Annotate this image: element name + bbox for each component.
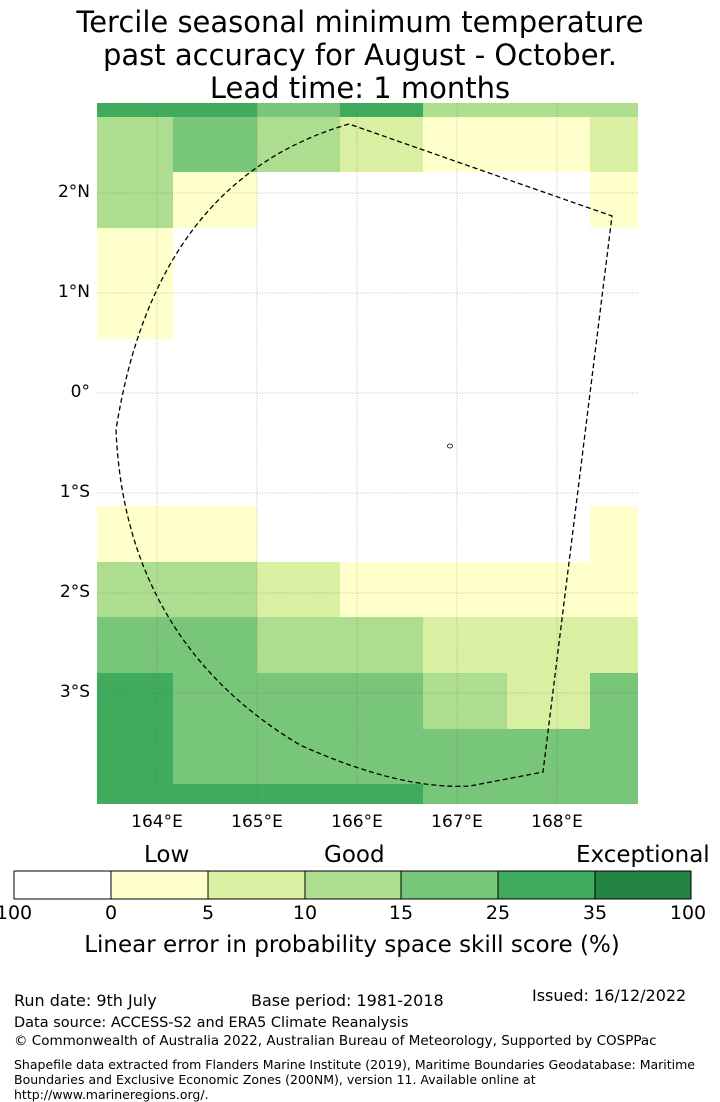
shapefile-credit-1: Shapefile data extracted from Flanders M…	[14, 1057, 695, 1072]
grid-cell	[173, 117, 257, 172]
colorbar-tick: 100	[669, 902, 707, 924]
skill-grid	[97, 103, 638, 804]
title-line-2: past accuracy for August - October.	[102, 38, 618, 72]
colorbar-segment	[305, 871, 401, 899]
gridlines	[97, 103, 638, 804]
lon-label: 166°E	[331, 812, 383, 832]
lat-label: 2°N	[57, 182, 90, 202]
colorbar-tick: 100	[0, 902, 33, 924]
colorbar-segment	[401, 871, 498, 899]
issued-date: Issued: 16/12/2022	[532, 986, 687, 1005]
run-date: Run date: 9th July	[14, 991, 157, 1010]
colorbar	[13, 870, 692, 900]
grid-cell	[590, 117, 638, 172]
colorbar-frame	[13, 870, 692, 900]
grid-cell	[97, 506, 257, 562]
colorbar-title: Linear error in probability space skill …	[84, 932, 620, 958]
colorbar-segment	[498, 871, 595, 899]
grid-cell	[97, 617, 257, 673]
colorbar-segment	[14, 871, 111, 899]
lon-label: 164°E	[131, 812, 183, 832]
colorbar-segment	[111, 871, 208, 899]
data-source: Data source: ACCESS-S2 and ERA5 Climate …	[14, 1015, 409, 1031]
colorbar-segment	[208, 871, 305, 899]
lat-label: 2°S	[59, 582, 90, 602]
grid-cell	[97, 103, 257, 117]
colorbar-tick: 35	[582, 902, 608, 924]
grid-cell	[423, 784, 638, 804]
copyright: © Commonwealth of Australia 2022, Austra…	[14, 1033, 657, 1049]
grid-cell	[340, 103, 423, 117]
grid-cell	[423, 617, 638, 673]
colorbar-tick: 10	[292, 902, 318, 924]
colorbar-category-low: Low	[144, 842, 190, 868]
colorbar-tick: 0	[104, 902, 118, 924]
grid-cell	[173, 172, 257, 228]
lat-label: 1°S	[59, 482, 90, 502]
grid-cell	[97, 117, 173, 172]
grid-cell	[173, 673, 423, 729]
lat-label: 3°S	[59, 682, 90, 702]
lat-label: 0°	[70, 382, 90, 402]
grid-cell	[590, 172, 638, 228]
grid-cell	[97, 172, 173, 228]
grid-cell	[97, 228, 173, 339]
grid-cell	[590, 673, 638, 729]
grid-cell	[97, 784, 173, 804]
title-line-3: Lead time: 1 months	[209, 71, 511, 105]
grid-cell	[423, 117, 590, 172]
lat-label: 1°N	[57, 282, 90, 302]
colorbar-segment	[595, 871, 691, 899]
base-period: Base period: 1981-2018	[251, 991, 444, 1010]
colorbar-tick: 5	[201, 902, 215, 924]
lon-label: 167°E	[431, 812, 483, 832]
grid-cell	[97, 673, 173, 729]
lon-label: 168°E	[531, 812, 583, 832]
grid-cell	[257, 117, 340, 172]
lon-label: 165°E	[231, 812, 283, 832]
title-line-1: Tercile seasonal minimum temperature	[76, 5, 644, 39]
grid-cell	[173, 784, 423, 804]
grid-cell	[590, 506, 638, 562]
grid-cell	[340, 562, 638, 617]
grid-cell	[173, 729, 638, 784]
grid-cell	[257, 562, 340, 617]
grid-cell	[423, 103, 638, 117]
colorbar-tick: 25	[485, 902, 511, 924]
eez-boundary	[115, 123, 613, 787]
grid-cell	[257, 103, 340, 117]
grid-cell	[257, 617, 423, 673]
grid-cell	[97, 562, 257, 617]
grid-cell	[507, 673, 590, 729]
grid-cell	[423, 673, 507, 729]
grid-cell	[97, 729, 173, 784]
colorbar-category-exceptional: Exceptional	[576, 842, 710, 868]
shapefile-credit-2: Boundaries and Exclusive Economic Zones …	[14, 1072, 536, 1102]
colorbar-tick: 15	[388, 902, 414, 924]
colorbar-category-good: Good	[324, 842, 385, 868]
island-outline	[447, 443, 453, 449]
